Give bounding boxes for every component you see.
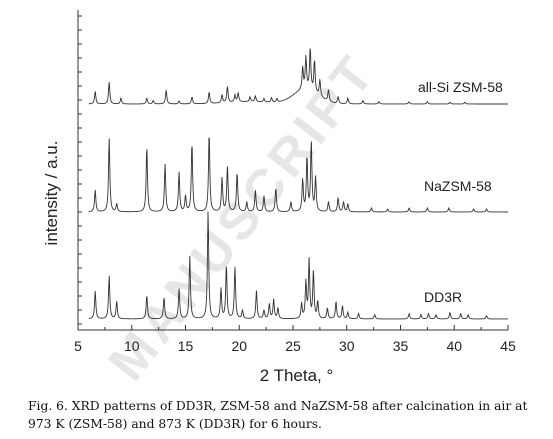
series-label-nazsm-58: NaZSM-58 [424,178,492,194]
x-tick-label: 20 [231,338,248,354]
x-axis-label: 2 Theta, ° [259,366,334,385]
x-tick-label: 40 [446,338,463,354]
series-line-all-si-zsm-58 [88,48,508,105]
series-label-all-si-zsm-58: all-Si ZSM-58 [418,79,503,95]
series-line-nazsm-58 [88,137,508,213]
axes [77,10,509,331]
figure-caption: Fig. 6. XRD patterns of DD3R, ZSM-58 and… [28,397,548,433]
caption-line-2: 973 K (ZSM-58) and 873 K (DD3R) for 6 ho… [28,417,322,431]
series-label-dd3r: DD3R [424,289,463,305]
caption-line-1: Fig. 6. XRD patterns of DD3R, ZSM-58 and… [28,399,528,413]
series-line-dd3r [88,211,508,320]
x-tick-label: 30 [338,338,355,354]
series-lines [88,48,508,320]
x-tick-label: 10 [123,338,140,354]
x-tick-label: 5 [74,338,82,354]
x-tick-label: 25 [285,338,301,354]
x-tick-label: 45 [500,338,516,354]
x-tick-label: 35 [392,338,409,354]
y-axis-label: intensity / a.u. [42,140,61,246]
x-tick-label: 15 [177,338,194,354]
